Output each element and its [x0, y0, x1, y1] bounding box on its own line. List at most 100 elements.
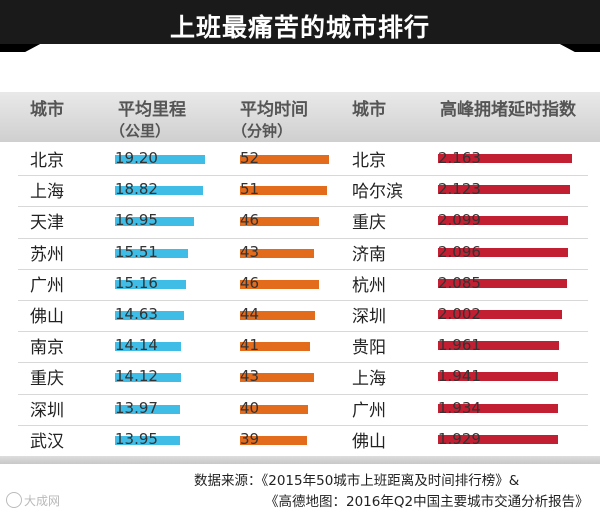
watermark-text: 大成网 — [24, 494, 61, 508]
congestion-value: 2.002 — [438, 305, 481, 323]
distance-bar — [115, 279, 187, 289]
congestion-bar — [438, 185, 570, 195]
source-line-1: 数据来源：《2015年50城市上班距离及时间排行榜》& — [194, 473, 520, 489]
row-divider — [18, 175, 588, 177]
time-bar — [240, 342, 311, 352]
distance-bar — [115, 404, 181, 414]
header-time: 平均时间 — [240, 100, 308, 120]
time-value: 46 — [240, 211, 260, 230]
time-bar — [240, 186, 328, 196]
time-value: 41 — [240, 336, 260, 355]
distance-value: 14.12 — [115, 367, 158, 386]
congestion-value: 1.934 — [438, 398, 481, 417]
row-divider — [18, 268, 588, 270]
city-cell: 广州 — [30, 275, 64, 296]
time-bar — [240, 217, 319, 227]
city-cell: 南京 — [30, 338, 64, 359]
congestion-value: 1.929 — [438, 429, 481, 448]
row-divider — [18, 393, 588, 395]
distance-bar — [115, 342, 182, 352]
row-divider — [18, 237, 588, 239]
time-bar — [240, 373, 314, 383]
row-divider — [18, 331, 588, 333]
congestion-city-cell: 上海 — [352, 369, 386, 390]
time-bar — [240, 279, 319, 289]
time-bar — [240, 311, 316, 320]
congestion-city-cell: 北京 — [352, 151, 386, 171]
congestion-bar — [438, 154, 572, 163]
congestion-value: 2.099 — [438, 211, 481, 230]
time-value: 43 — [240, 242, 260, 261]
congestion-bar — [438, 278, 568, 288]
congestion-city-cell: 佛山 — [352, 431, 386, 452]
congestion-value: 1.961 — [438, 336, 481, 355]
congestion-city-cell: 深圳 — [352, 307, 386, 327]
header-city-right: 城市 — [352, 100, 386, 120]
city-cell: 深圳 — [30, 400, 64, 421]
distance-value: 13.95 — [115, 429, 158, 448]
city-cell: 武汉 — [30, 431, 64, 452]
distance-value: 15.51 — [115, 242, 158, 261]
banner-shape — [0, 0, 600, 52]
distance-bar — [115, 217, 195, 227]
time-value: 43 — [240, 367, 260, 386]
distance-value: 18.82 — [115, 180, 158, 199]
distance-bar — [115, 435, 181, 445]
congestion-bar — [438, 403, 558, 413]
distance-value: 15.16 — [115, 273, 158, 292]
source-line-2: 《高德地图：2016年Q2中国主要城市交通分析报告》 — [265, 494, 589, 510]
distance-bar — [115, 373, 182, 383]
row-divider — [18, 424, 588, 426]
watermark: 大成网 — [6, 492, 60, 509]
congestion-value: 2.163 — [438, 149, 481, 167]
header-congestion: 高峰拥堵延时指数 — [440, 100, 576, 120]
congestion-bar — [438, 434, 558, 444]
time-value: 52 — [240, 149, 260, 167]
congestion-bar — [438, 216, 569, 226]
distance-bar — [115, 311, 184, 320]
header-city-left: 城市 — [30, 100, 64, 120]
header-time-unit: （分钟） — [232, 122, 293, 140]
watermark-icon — [6, 492, 22, 508]
city-cell: 佛山 — [30, 307, 64, 327]
distance-value: 16.95 — [115, 211, 158, 230]
row-divider — [18, 300, 588, 301]
congestion-bar — [438, 341, 560, 351]
congestion-city-cell: 重庆 — [352, 213, 386, 234]
time-bar — [240, 435, 307, 445]
congestion-bar — [438, 372, 559, 382]
congestion-city-cell: 杭州 — [352, 275, 386, 296]
header-distance-unit: （公里） — [110, 122, 171, 140]
footer-band — [0, 456, 600, 464]
time-value: 44 — [240, 305, 260, 323]
time-value: 51 — [240, 180, 260, 199]
time-bar — [240, 248, 314, 258]
congestion-city-cell: 广州 — [352, 400, 386, 421]
congestion-value: 2.096 — [438, 242, 481, 261]
congestion-city-cell: 济南 — [352, 244, 386, 265]
congestion-bar — [438, 247, 568, 257]
city-cell: 苏州 — [30, 244, 64, 265]
congestion-bar — [438, 310, 563, 319]
title-banner: 上班最痛苦的城市排行 — [0, 0, 600, 60]
table-header-band — [0, 92, 600, 142]
row-divider — [18, 206, 588, 208]
time-value: 40 — [240, 398, 260, 417]
time-value: 39 — [240, 429, 260, 448]
distance-value: 13.97 — [115, 398, 158, 417]
city-cell: 天津 — [30, 213, 64, 234]
time-value: 46 — [240, 273, 260, 292]
congestion-value: 2.123 — [438, 180, 481, 199]
time-bar — [240, 155, 329, 164]
distance-value: 14.63 — [115, 305, 158, 323]
distance-value: 19.20 — [115, 149, 158, 167]
congestion-value: 1.941 — [438, 367, 481, 386]
time-bar — [240, 404, 309, 414]
congestion-city-cell: 贵阳 — [352, 338, 386, 359]
row-divider — [18, 362, 588, 364]
distance-bar — [115, 155, 205, 164]
city-cell: 重庆 — [30, 369, 64, 390]
distance-bar — [115, 186, 204, 196]
city-cell: 北京 — [30, 151, 64, 171]
distance-bar — [115, 248, 188, 258]
